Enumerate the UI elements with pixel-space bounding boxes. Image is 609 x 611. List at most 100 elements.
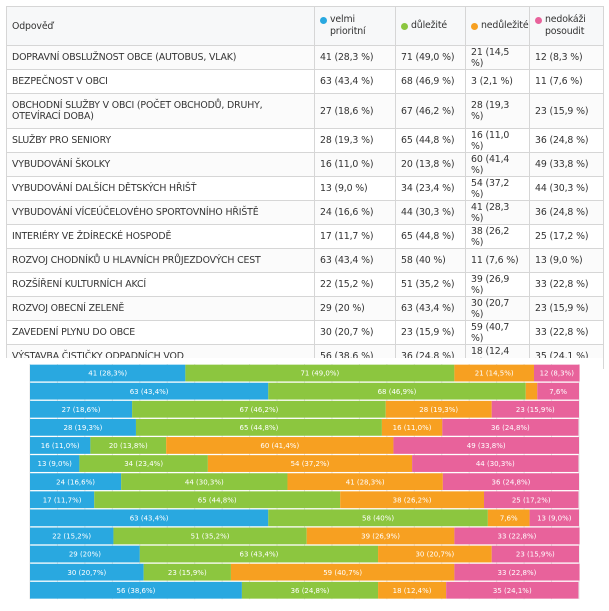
bar-segment — [185, 364, 455, 382]
table-row: ZAVEDENÍ PLYNU DO OBCE 30 (20,7 %) 23 (15,… — [6, 320, 604, 345]
bar-value-label: 16 (11,0%) — [393, 424, 432, 432]
bar-segment — [139, 545, 379, 563]
bar-value-label: 12 (8,3%) — [540, 370, 575, 378]
bar-value-label: 36 (24,8%) — [491, 424, 530, 432]
row-value-c2: 23 (15,9 %) — [395, 320, 466, 345]
table-row: ROZŠÍŘENÍ KULTURNÍCH AKCÍ 22 (15,2 %) 51 (… — [6, 272, 604, 297]
bar-segment — [132, 400, 386, 418]
table-row: DOPRAVNÍ OBSLUŽNOST OBCE (AUTOBUS, VLAK)… — [6, 45, 604, 70]
bar-value-label: 21 (14,5%) — [475, 370, 514, 378]
row-label: VYBUDOVÁNÍ VÍCEÚČELOVÉHO SPORTOVNÍHO HŘI… — [6, 200, 315, 225]
bar-segment — [454, 527, 580, 545]
row-value-c3: 54 (37,2 %) — [465, 176, 530, 201]
bar-segment — [454, 563, 580, 581]
bar-segment — [30, 382, 269, 400]
chart-svg: 0%5%10%15%20%25%30%35%40%45%50%55%60%65%… — [24, 364, 589, 611]
bar-value-label: 23 (15,9%) — [168, 569, 207, 577]
bar-segment — [525, 382, 538, 400]
bar-segment — [30, 563, 144, 581]
row-label: BEZPEČNOST V OBCI — [6, 69, 315, 94]
bar-segment — [340, 491, 485, 509]
row-value-c4: 33 (22,8 %) — [529, 272, 604, 297]
row-value-c3: 38 (26,2 %) — [465, 224, 530, 249]
bar-value-label: 71 (49,0%) — [300, 370, 339, 378]
row-value-c1: 13 (9,0 %) — [314, 176, 396, 201]
bar-value-label: 13 (9,0%) — [537, 514, 572, 522]
survey-table: Odpověď velmi prioritní důležité nedůlež… — [6, 6, 604, 369]
row-value-c4: 36 (24,8 %) — [529, 128, 604, 153]
row-value-c2: 51 (35,2 %) — [395, 272, 466, 297]
bar-segment — [230, 563, 455, 581]
bar-value-label: 68 (46,9%) — [378, 388, 417, 396]
header-dulezite: důležité — [395, 6, 466, 46]
row-label: INTERIÉRY VE ŽDÍRECKÉ HOSPODĚ — [6, 224, 315, 249]
table-row: ROZVOJ OBECNÍ ZELENĚ 29 (20 %) 63 (43,4 %)… — [6, 296, 604, 321]
row-value-c2: 63 (43,4 %) — [395, 296, 466, 321]
row-value-c4: 25 (17,2 %) — [529, 224, 604, 249]
bar-segment — [378, 581, 447, 599]
bar-value-label: 63 (43,4%) — [130, 514, 169, 522]
bar-segment — [30, 509, 269, 527]
bar-segment — [94, 491, 341, 509]
row-value-c1: 17 (11,7 %) — [314, 224, 396, 249]
row-value-c3: 41 (28,3 %) — [465, 200, 530, 225]
row-value-c4: 23 (15,9 %) — [529, 296, 604, 321]
row-label: ROZVOJ OBECNÍ ZELENĚ — [6, 296, 315, 321]
bar-value-label: 54 (37,2%) — [291, 460, 330, 468]
row-value-c3: 21 (14,5 %) — [465, 45, 530, 70]
row-value-c4: 13 (9,0 %) — [529, 248, 604, 273]
table-header-row: Odpověď velmi prioritní důležité nedůlež… — [6, 6, 604, 46]
bar-value-label: 24 (16,6%) — [56, 478, 95, 486]
row-value-c1: 28 (19,3 %) — [314, 128, 396, 153]
row-label: SLUŽBY PRO SENIORY — [6, 128, 315, 153]
row-value-c1: 30 (20,7 %) — [314, 320, 396, 345]
row-value-c3: 3 (2,1 %) — [465, 69, 530, 94]
bar-segment — [268, 382, 526, 400]
bar-segment — [143, 563, 231, 581]
bar-segment — [30, 437, 91, 454]
bar-segment — [529, 509, 579, 527]
bar-value-label: 35 (24,1%) — [493, 587, 532, 595]
bar-segment — [166, 437, 394, 454]
bar-segment — [30, 473, 122, 491]
bar-segment — [30, 400, 133, 418]
row-value-c2: 34 (23,4 %) — [395, 176, 466, 201]
legend-dot-pink — [535, 17, 542, 24]
bar-value-label: 36 (24,8%) — [291, 587, 330, 595]
bar-segment — [30, 455, 80, 472]
row-label: ROZŠÍŘENÍ KULTURNÍCH AKCÍ — [6, 272, 315, 297]
header-nedulezite: nedůležité — [465, 6, 530, 46]
header-answer: Odpověď — [6, 6, 315, 46]
bar-value-label: 36 (24,8%) — [492, 478, 531, 486]
bar-value-label: 44 (30,3%) — [476, 460, 515, 468]
table-row: VYBUDOVÁNÍ DALŠÍCH DĚTSKÝCH HŘIŠŤ 13 (9,0… — [6, 176, 604, 201]
bar-value-label: 56 (38,6%) — [117, 587, 156, 595]
bar-segment — [484, 491, 579, 509]
row-value-c1: 16 (11,0 %) — [314, 152, 396, 177]
bar-value-label: 34 (23,4%) — [124, 460, 163, 468]
legend-dot-blue — [320, 17, 327, 24]
bar-value-label: 51 (35,2%) — [191, 533, 230, 541]
bar-segment — [113, 527, 307, 545]
survey-table-wrapper: Odpověď velmi prioritní důležité nedůlež… — [6, 6, 604, 369]
bar-value-label: 29 (20%) — [69, 551, 101, 559]
row-value-c4: 12 (8,3 %) — [529, 45, 604, 70]
bar-value-label: 44 (30,3%) — [185, 478, 224, 486]
bar-value-label: 59 (40,7%) — [323, 569, 362, 577]
row-label: VYBUDOVÁNÍ ŠKOLKY — [6, 152, 315, 177]
table-row: VYBUDOVÁNÍ ŠKOLKY 16 (11,0 %) 20 (13,8 %) 6… — [6, 152, 604, 177]
bar-value-label: 16 (11,0%) — [41, 442, 80, 450]
row-value-c4: 44 (30,3 %) — [529, 176, 604, 201]
row-label: ZAVEDENÍ PLYNU DO OBCE — [6, 320, 315, 345]
header-velmi-prioritni: velmi prioritní — [314, 6, 396, 46]
bar-segment — [30, 545, 140, 563]
row-value-c1: 63 (43,4 %) — [314, 248, 396, 273]
bar-segment — [79, 455, 208, 472]
bar-value-label: 23 (15,9%) — [516, 551, 555, 559]
bar-segment — [90, 437, 167, 454]
table-row: SLUŽBY PRO SENIORY 28 (19,3 %) 65 (44,8 %)… — [6, 128, 604, 153]
bar-value-label: 58 (40%) — [362, 514, 394, 522]
row-value-c3: 11 (7,6 %) — [465, 248, 530, 273]
row-value-c3: 28 (19,3 %) — [465, 93, 530, 129]
bar-segment — [30, 581, 242, 599]
